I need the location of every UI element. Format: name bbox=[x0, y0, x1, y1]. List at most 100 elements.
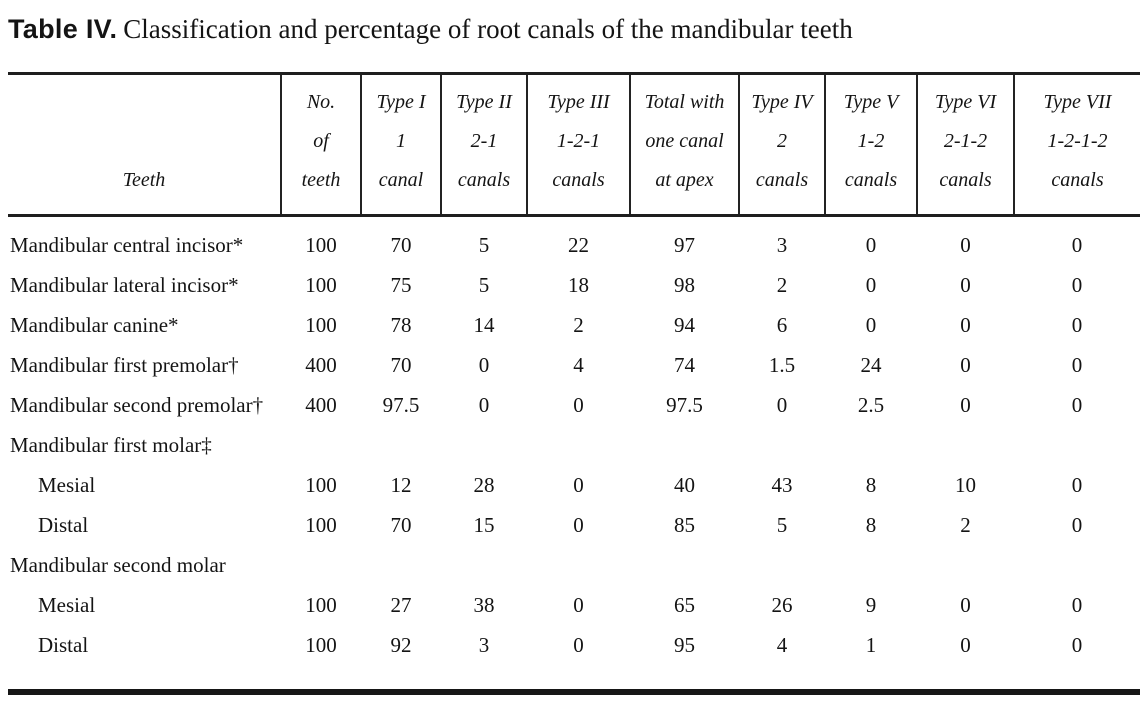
row-label: Mandibular lateral incisor* bbox=[10, 273, 239, 297]
cell: 97.5 bbox=[666, 393, 703, 417]
cell: 100 bbox=[305, 633, 337, 657]
cell: 0 bbox=[1071, 273, 1083, 297]
cell: 12 bbox=[390, 473, 412, 497]
cell: 92 bbox=[390, 633, 412, 657]
row-label: Mesial bbox=[38, 473, 96, 497]
cell: 0 bbox=[1071, 313, 1083, 337]
cell bbox=[361, 545, 441, 585]
column-header-line: at apex bbox=[655, 169, 714, 191]
table-row: Mandibular second molar bbox=[8, 545, 1140, 585]
cell: 78 bbox=[390, 313, 412, 337]
table-row: Mandibular first molar‡ bbox=[8, 425, 1140, 465]
cell bbox=[281, 545, 361, 585]
column-header-line: Teeth bbox=[122, 169, 166, 191]
cell bbox=[630, 545, 739, 585]
column-header-line: 1-2-1 bbox=[556, 130, 601, 152]
cell bbox=[825, 545, 917, 585]
cell: 97.5 bbox=[382, 393, 420, 417]
scanned-paper-page: Table IV. Classification and percentage o… bbox=[8, 14, 1140, 695]
cell: 0 bbox=[960, 273, 971, 297]
table-row: Mandibular second premolar† 400 97.5 0 0 97.5… bbox=[8, 385, 1140, 425]
root-canal-classification-table: Teeth No. of teeth Type I 1 canal Type II 2-1 can… bbox=[8, 72, 1140, 695]
cell: 6 bbox=[776, 313, 788, 337]
cell bbox=[281, 425, 361, 465]
column-header-line: one canal bbox=[645, 130, 724, 152]
cell bbox=[739, 545, 825, 585]
table-row: Mandibular canine* 100 78 14 2 94 6 0 0 0 bbox=[8, 305, 1140, 345]
row-label: Mandibular central incisor* bbox=[10, 233, 244, 257]
column-header: Teeth bbox=[8, 74, 281, 216]
cell: 400 bbox=[305, 353, 337, 377]
cell: 100 bbox=[305, 233, 337, 257]
cell bbox=[441, 425, 527, 465]
cell: 2 bbox=[776, 273, 788, 297]
cell bbox=[361, 425, 441, 465]
cell: 0 bbox=[1071, 353, 1083, 377]
column-header: Type III 1-2-1 canals bbox=[526, 73, 630, 216]
cell: 100 bbox=[305, 513, 337, 537]
cell: 70 bbox=[390, 233, 412, 257]
table-row: Mesial 100 27 38 0 65 26 9 0 0 bbox=[8, 585, 1140, 625]
cell: 65 bbox=[674, 593, 695, 617]
row-label: Distal bbox=[38, 513, 89, 537]
cell: 0 bbox=[573, 633, 584, 657]
column-header-line: canals bbox=[552, 169, 605, 191]
cell: 0 bbox=[478, 393, 490, 417]
column-header-line: canals bbox=[939, 169, 992, 191]
cell: 400 bbox=[305, 393, 337, 417]
cell bbox=[630, 425, 739, 465]
cell: 0 bbox=[1071, 233, 1083, 257]
cell: 15 bbox=[473, 513, 495, 537]
cell bbox=[441, 545, 527, 585]
cell: 3 bbox=[478, 633, 490, 657]
cell bbox=[527, 425, 630, 465]
cell: 100 bbox=[305, 593, 337, 617]
column-header-line: 2-1-2 bbox=[943, 130, 988, 152]
header-row: Teeth No. of teeth Type I 1 canal Type II 2-1 can… bbox=[8, 73, 1140, 216]
cell: 100 bbox=[305, 313, 337, 337]
column-header-line: canals bbox=[457, 169, 511, 191]
column-header-line: of bbox=[313, 130, 329, 152]
cell: 0 bbox=[1071, 513, 1083, 537]
column-header-line: Type V bbox=[843, 91, 899, 113]
cell: 0 bbox=[573, 393, 584, 417]
row-label: Mandibular first molar‡ bbox=[10, 433, 212, 457]
cell: 18 bbox=[568, 273, 589, 297]
cell: 5 bbox=[478, 233, 490, 257]
column-header-line: 1-2-1-2 bbox=[1047, 130, 1108, 152]
cell: 0 bbox=[573, 473, 584, 497]
cell: 2 bbox=[960, 513, 971, 537]
cell: 0 bbox=[960, 233, 971, 257]
cell: 0 bbox=[865, 233, 877, 257]
column-header-line: teeth bbox=[301, 169, 341, 191]
column-header-line: canals bbox=[755, 169, 809, 191]
cell: 70 bbox=[390, 513, 412, 537]
cell: 98 bbox=[674, 273, 695, 297]
row-label: Mesial bbox=[38, 593, 96, 617]
cell: 0 bbox=[865, 313, 877, 337]
cell: 4 bbox=[776, 633, 788, 657]
cell: 8 bbox=[865, 513, 877, 537]
cell: 27 bbox=[390, 593, 412, 617]
cell: 70 bbox=[390, 353, 412, 377]
cell: 9 bbox=[865, 593, 877, 617]
table-number: Table IV. bbox=[8, 14, 118, 44]
column-header: Type II 2-1 canals bbox=[440, 73, 527, 216]
column-header-line: Type I bbox=[376, 91, 426, 113]
column-header-line: 2 bbox=[777, 130, 787, 152]
cell: 1 bbox=[865, 633, 877, 657]
column-header-line: canals bbox=[844, 169, 898, 191]
row-label: Mandibular first premolar† bbox=[10, 353, 239, 377]
column-header: Type IV 2 canals bbox=[738, 73, 825, 216]
cell: 0 bbox=[960, 593, 971, 617]
table-row: Mandibular first premolar† 400 70 0 4 74 1.5 24… bbox=[8, 345, 1140, 385]
cell: 75 bbox=[390, 273, 412, 297]
row-label: Mandibular second molar bbox=[10, 553, 226, 577]
cell: 10 bbox=[955, 473, 976, 497]
column-header: Total with one canal at apex bbox=[629, 73, 739, 216]
column-header: No. of teeth bbox=[280, 73, 361, 216]
column-header-line: canal bbox=[378, 169, 424, 191]
cell: 1.5 bbox=[768, 353, 796, 377]
cell: 94 bbox=[674, 313, 695, 337]
column-header-line: Type II bbox=[456, 91, 512, 113]
